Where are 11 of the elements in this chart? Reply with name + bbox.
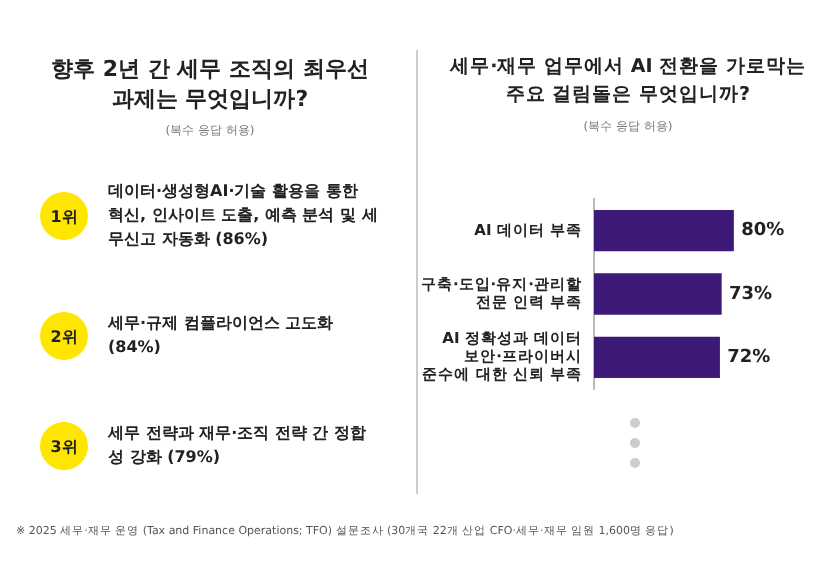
data-label: 73% <box>729 284 773 305</box>
text: 데이터·생성형AI·기술 활용을 통한 혁신, 인사이트 도출, 예측 분석 및 세무신고 자동화 (86%) <box>108 180 378 252</box>
chart-title: 세무·재무 업무에서 AI 전환을 가로막는 주요 걸림돌은 무엇입니까? <box>447 54 808 110</box>
rank-badge: 2위 <box>40 312 88 360</box>
rank-badge: 1위 <box>40 192 88 240</box>
data-label: 80% <box>741 221 785 242</box>
data-label: 72% <box>727 348 771 369</box>
text: 세무 전략과 재무·조직 전략 간 정합성 강화 (79%) <box>108 422 368 470</box>
text: 향후 2년 간 세무 조직의 최우선 과제는 무엇입니까? <box>49 54 371 114</box>
rank-badge: 3위 <box>40 422 88 470</box>
text: 세무·규제 컴플라이언스 고도화 (84%) <box>108 312 336 360</box>
